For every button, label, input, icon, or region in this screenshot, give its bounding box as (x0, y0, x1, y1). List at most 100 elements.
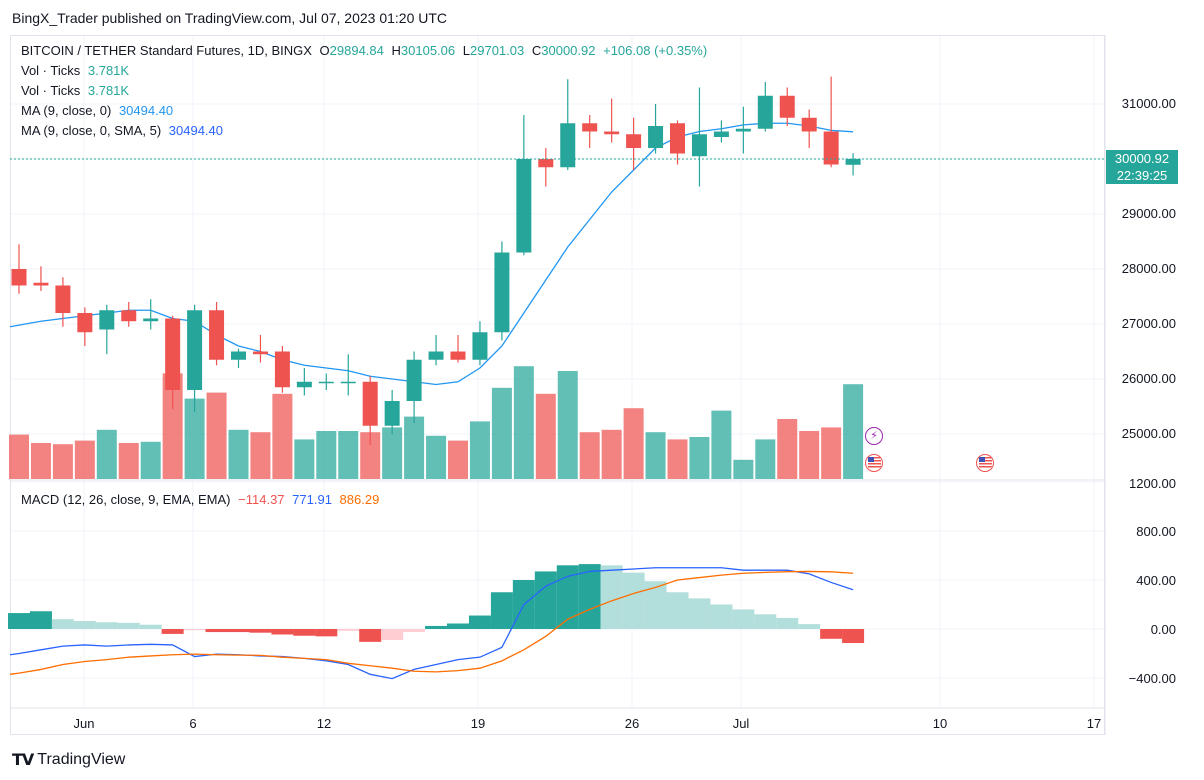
legend-volume-row-2[interactable]: Vol · Ticks 3.781K (21, 83, 133, 98)
candle-body (823, 131, 839, 165)
candle-body (55, 285, 71, 313)
volume-bar (557, 371, 578, 479)
macd-histogram-bar (29, 611, 52, 629)
legend-macd-label[interactable]: MACD (12, 26, close, 9, EMA, EMA) (21, 492, 231, 507)
macd-histogram-bar (447, 623, 469, 629)
legend-low-key: L (462, 43, 470, 58)
time-tick: 12 (316, 716, 332, 731)
macd-histogram-bar (534, 571, 557, 629)
volume-bars (9, 366, 864, 479)
volume-bar (799, 431, 820, 479)
legend-high-value: 30105.06 (400, 43, 456, 58)
macd-histogram-bar (666, 592, 689, 629)
candle-body (428, 351, 444, 360)
candle-body (472, 332, 488, 360)
volume-bar (469, 421, 490, 479)
lightning-event-icon[interactable]: ⚡ (865, 427, 883, 445)
candle-body (340, 381, 356, 384)
volume-bar (250, 432, 271, 479)
volume-bar (601, 429, 622, 479)
candle-body (560, 123, 576, 168)
legend-symbol-row[interactable]: BITCOIN / TETHER Standard Futures, 1D, B… (21, 43, 711, 58)
tradingview-logo-text: TradingView (37, 751, 126, 768)
volume-bar (162, 373, 183, 479)
legend-macd-row[interactable]: MACD (12, 26, close, 9, EMA, EMA) −114.3… (21, 492, 383, 507)
candle-body (11, 269, 27, 286)
legend-high-key: H (391, 43, 401, 58)
candle-body (604, 131, 620, 135)
time-tick: Jun (73, 716, 95, 731)
legend-macd-histogram: −114.37 (238, 492, 285, 507)
macd-histogram-bar (205, 629, 228, 633)
legend-ma-sma-label[interactable]: MA (9, close, 0, SMA, 5) (21, 123, 162, 138)
legend-symbol[interactable]: BITCOIN / TETHER Standard Futures, 1D, B… (21, 43, 312, 58)
macd-histogram-bar (468, 615, 491, 629)
ma9-line (9, 122, 854, 386)
candle-body (494, 252, 510, 333)
volume-bar (140, 441, 161, 479)
volume-bar (491, 387, 512, 479)
volume-bar (513, 366, 534, 479)
time-tick: 17 (1086, 716, 1102, 731)
legend-change: +106.08 (+0.35%) (603, 43, 708, 58)
time-tick: 19 (470, 716, 486, 731)
macd-histogram-bar (798, 624, 821, 629)
legend-ma-value: 30494.40 (118, 103, 174, 118)
volume-bar (338, 431, 359, 479)
macd-histogram-bar (710, 604, 733, 629)
candle-body (165, 318, 181, 390)
volume-bar (733, 459, 754, 479)
candle-body (713, 131, 729, 137)
price-tick: 28000.00 (1121, 261, 1176, 276)
legend-volume-row[interactable]: Vol · Ticks 3.781K (21, 63, 133, 78)
candle-body (209, 310, 225, 360)
last-price-value: 30000.92 (1114, 151, 1170, 166)
legend-macd-signal: 886.29 (339, 492, 380, 507)
candle-body (406, 359, 422, 401)
macd-histogram-bar (227, 629, 250, 633)
us-flag-event-icon[interactable] (976, 454, 994, 472)
candle-body (99, 310, 115, 330)
macd-histogram-bar (271, 629, 294, 635)
legend-macd-line: 771.91 (292, 492, 332, 507)
time-tick: Jul (732, 716, 750, 731)
macd-histogram-bar (359, 629, 382, 642)
candle-body (691, 134, 707, 157)
macd-histogram-bar (161, 629, 184, 634)
volume-bar (294, 439, 315, 479)
macd-histogram-bar (556, 565, 579, 629)
candle-body (757, 95, 773, 129)
volume-bar (689, 437, 710, 479)
volume-bar (184, 398, 205, 479)
tradingview-logo[interactable]: 𝗧𝗩 TradingView (12, 750, 125, 770)
legend-volume-label-2[interactable]: Vol · Ticks (21, 83, 81, 98)
macd-tick: 0.00 (1150, 622, 1176, 637)
macd-histogram-bar (117, 622, 140, 629)
macd-histogram-bar (51, 619, 74, 629)
macd-histogram-bar (139, 624, 162, 629)
volume-bar (96, 429, 117, 479)
us-flag-event-icon[interactable] (865, 454, 883, 472)
volume-bar (843, 384, 864, 479)
volume-bar (382, 427, 403, 479)
candle-body (274, 351, 290, 388)
price-tick: 31000.00 (1121, 96, 1176, 111)
legend-close-value: 30000.92 (541, 43, 596, 58)
legend-volume-label[interactable]: Vol · Ticks (21, 63, 81, 78)
volume-bar (404, 416, 425, 479)
ma-line-layer (9, 122, 854, 386)
macd-tick: 1200.00 (1129, 476, 1176, 491)
candle-body (318, 381, 334, 384)
time-tick: 6 (189, 716, 197, 731)
macd-histogram-bar (95, 622, 118, 629)
legend-open-value: 29894.84 (329, 43, 384, 58)
legend-ma-label[interactable]: MA (9, close, 0) (21, 103, 112, 118)
macd-histogram-bar (315, 629, 338, 637)
legend-ma-row[interactable]: MA (9, close, 0) 30494.40 (21, 103, 177, 118)
legend-ma-sma-row[interactable]: MA (9, close, 0, SMA, 5) 30494.40 (21, 123, 227, 138)
volume-bar (448, 440, 468, 479)
volume-bar (426, 435, 447, 479)
volume-bar (711, 410, 732, 479)
volume-bar (777, 419, 798, 479)
